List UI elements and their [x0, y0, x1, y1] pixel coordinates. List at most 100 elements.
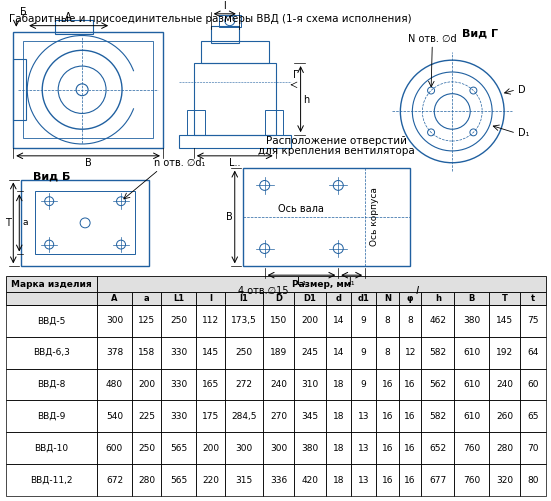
- Bar: [225, 464, 263, 496]
- Text: D: D: [275, 294, 282, 303]
- Text: 250: 250: [235, 348, 253, 357]
- Text: 13: 13: [358, 412, 369, 421]
- Text: D: D: [518, 85, 526, 95]
- Text: А: А: [65, 12, 72, 22]
- Text: 18: 18: [333, 380, 344, 389]
- Bar: [6, 432, 97, 464]
- Bar: [351, 432, 376, 464]
- Text: 300: 300: [270, 444, 287, 453]
- Bar: [264, 110, 283, 135]
- Bar: [351, 369, 376, 400]
- Text: 240: 240: [270, 380, 287, 389]
- Bar: [132, 337, 161, 369]
- Bar: [399, 464, 422, 496]
- Text: 64: 64: [527, 348, 538, 357]
- Text: 245: 245: [301, 348, 318, 357]
- Bar: [351, 292, 376, 305]
- Bar: [161, 432, 196, 464]
- Bar: [225, 337, 263, 369]
- Text: a: a: [22, 218, 28, 227]
- Text: 378: 378: [106, 348, 123, 357]
- Text: 16: 16: [404, 380, 416, 389]
- Text: 562: 562: [429, 380, 446, 389]
- Text: 652: 652: [429, 444, 446, 453]
- Text: n отв. ∅d₁: n отв. ∅d₁: [154, 158, 206, 168]
- Bar: [422, 400, 454, 432]
- Text: 70: 70: [527, 444, 538, 453]
- Text: 677: 677: [429, 475, 446, 484]
- Bar: [399, 432, 422, 464]
- Text: 192: 192: [496, 348, 513, 357]
- Text: 8: 8: [407, 316, 413, 325]
- Text: 330: 330: [170, 348, 187, 357]
- Text: 345: 345: [301, 412, 318, 421]
- Bar: [225, 369, 263, 400]
- Bar: [294, 292, 326, 305]
- Bar: [294, 400, 326, 432]
- Text: 18: 18: [333, 475, 344, 484]
- Text: 284,5: 284,5: [231, 412, 257, 421]
- Bar: [97, 337, 132, 369]
- Text: 462: 462: [429, 316, 446, 325]
- Bar: [225, 400, 263, 432]
- Bar: [376, 337, 399, 369]
- Bar: [399, 400, 422, 432]
- Bar: [263, 292, 294, 305]
- Bar: [21, 179, 149, 267]
- Bar: [520, 305, 546, 337]
- Text: Расположение отверстий: Расположение отверстий: [266, 136, 407, 146]
- Bar: [351, 305, 376, 337]
- Bar: [97, 292, 132, 305]
- Bar: [489, 432, 520, 464]
- Text: ВВД-8: ВВД-8: [37, 380, 66, 389]
- Text: 565: 565: [170, 444, 187, 453]
- Bar: [97, 400, 132, 432]
- Text: 480: 480: [106, 380, 123, 389]
- Bar: [294, 305, 326, 337]
- Text: 250: 250: [138, 444, 155, 453]
- Text: 380: 380: [463, 316, 480, 325]
- Text: 18: 18: [333, 412, 344, 421]
- Text: 145: 145: [202, 348, 219, 357]
- Text: 320: 320: [496, 475, 513, 484]
- Bar: [454, 400, 489, 432]
- Text: N: N: [384, 294, 391, 303]
- Bar: [6, 276, 97, 292]
- Bar: [187, 110, 205, 135]
- Text: 200: 200: [138, 380, 155, 389]
- Bar: [263, 400, 294, 432]
- Bar: [422, 305, 454, 337]
- Text: B: B: [468, 294, 475, 303]
- Bar: [6, 464, 97, 496]
- Text: Вид Б: Вид Б: [33, 172, 70, 182]
- Text: 16: 16: [404, 475, 416, 484]
- Bar: [454, 337, 489, 369]
- Bar: [179, 135, 290, 148]
- Bar: [196, 400, 225, 432]
- Text: 65: 65: [527, 412, 538, 421]
- Bar: [161, 292, 196, 305]
- Bar: [326, 305, 351, 337]
- Bar: [376, 369, 399, 400]
- Text: l: l: [415, 286, 418, 296]
- Bar: [225, 432, 263, 464]
- Bar: [326, 464, 351, 496]
- Bar: [326, 337, 351, 369]
- Bar: [196, 292, 225, 305]
- Bar: [489, 337, 520, 369]
- Text: Ось корпуса: Ось корпуса: [370, 187, 379, 246]
- Text: 582: 582: [429, 348, 446, 357]
- Bar: [454, 369, 489, 400]
- Text: 336: 336: [270, 475, 287, 484]
- Text: 13: 13: [358, 444, 369, 453]
- Bar: [225, 292, 263, 305]
- Bar: [23, 42, 153, 138]
- Text: 200: 200: [301, 316, 318, 325]
- Bar: [376, 400, 399, 432]
- Bar: [294, 432, 326, 464]
- Text: 75: 75: [527, 316, 538, 325]
- Text: 610: 610: [463, 412, 480, 421]
- Text: 420: 420: [301, 475, 318, 484]
- Text: 200: 200: [202, 444, 219, 453]
- Bar: [294, 369, 326, 400]
